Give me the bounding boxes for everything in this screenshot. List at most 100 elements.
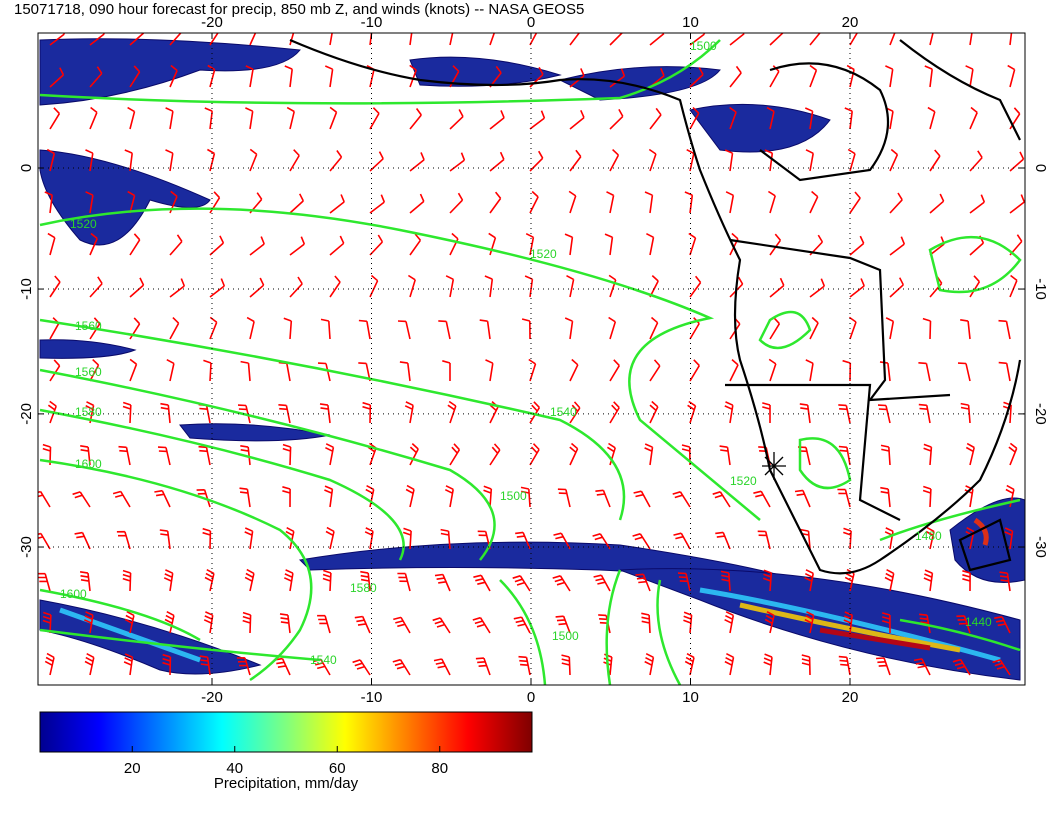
contour-label: 1500 xyxy=(500,489,527,503)
wind-barb xyxy=(46,148,56,172)
wind-barb xyxy=(805,359,814,382)
lat-label-left: -30 xyxy=(18,536,35,558)
wind-barb xyxy=(689,107,700,130)
wind-barb xyxy=(1007,64,1016,88)
wind-barb xyxy=(768,358,777,382)
wind-barb xyxy=(239,487,251,508)
wind-barb xyxy=(249,236,265,256)
contour-label: 1540 xyxy=(550,405,577,419)
graticule xyxy=(38,33,1025,685)
wind-barb xyxy=(165,107,174,130)
wind-barb xyxy=(513,616,531,634)
wind-barb xyxy=(889,33,896,46)
wind-barb xyxy=(838,655,851,676)
contour-label: 1580 xyxy=(350,581,377,595)
wind-barb xyxy=(249,148,258,172)
wind-barb xyxy=(649,359,661,382)
wind-barb xyxy=(683,611,693,634)
wind-barb xyxy=(595,489,611,508)
wind-barb xyxy=(843,611,853,634)
wind-barb xyxy=(529,67,544,88)
wind-barb xyxy=(529,150,544,172)
wind-barb xyxy=(118,445,131,466)
wind-barb xyxy=(923,569,934,592)
wind-barb xyxy=(922,485,932,508)
wind-barb xyxy=(38,532,51,550)
wind-barb xyxy=(159,529,171,550)
wind-barb xyxy=(632,533,651,550)
wind-barb xyxy=(569,68,585,88)
wind-barb xyxy=(849,33,859,46)
wind-barb xyxy=(885,317,895,340)
wind-barb xyxy=(489,110,505,130)
wind-barb xyxy=(1008,442,1018,466)
wind-barb xyxy=(289,33,295,46)
wind-barb xyxy=(609,359,620,382)
wind-barb xyxy=(609,109,624,130)
wind-barb xyxy=(83,611,94,634)
wind-barb xyxy=(724,401,734,424)
wind-barb xyxy=(409,193,425,214)
wind-barb xyxy=(569,109,585,130)
wind-barb xyxy=(74,531,91,550)
wind-barb xyxy=(689,275,702,298)
wind-barb xyxy=(38,572,51,592)
wind-barb xyxy=(962,570,971,592)
lon-label-bottom: -10 xyxy=(361,689,383,706)
wind-barb xyxy=(999,571,1011,592)
wind-barb xyxy=(129,277,145,298)
wind-barb xyxy=(960,319,971,340)
contour-label: 1600 xyxy=(75,457,102,471)
wind-barb xyxy=(165,149,174,172)
wind-barb xyxy=(160,402,171,424)
wind-barb xyxy=(124,610,135,634)
wind-barb xyxy=(369,107,380,130)
wind-barb xyxy=(957,362,971,382)
wind-barb xyxy=(473,574,491,592)
wind-barb xyxy=(720,570,731,592)
wind-barb xyxy=(169,278,186,298)
lon-label-top: -10 xyxy=(361,14,383,31)
wind-barb xyxy=(969,33,973,46)
lon-label-bottom: -20 xyxy=(201,689,223,706)
wind-barb xyxy=(249,277,265,298)
wind-barb xyxy=(203,611,214,634)
wind-barb xyxy=(687,400,697,424)
wind-barb xyxy=(644,652,655,676)
wind-barb xyxy=(204,107,213,130)
wind-barb xyxy=(804,107,814,130)
wind-barb xyxy=(489,151,505,172)
wind-barb xyxy=(918,362,931,382)
wind-barb xyxy=(684,652,695,676)
wind-barb xyxy=(724,652,735,676)
wind-barb xyxy=(960,402,971,424)
wind-barb xyxy=(1009,194,1025,214)
wind-barb xyxy=(447,400,457,424)
wind-barb xyxy=(49,33,66,46)
wind-barb xyxy=(449,443,461,466)
wind-barb xyxy=(393,616,411,634)
wind-barb xyxy=(998,361,1011,382)
wind-barb xyxy=(889,192,903,214)
wind-barb xyxy=(47,232,56,256)
wind-barb xyxy=(129,358,138,382)
wind-barb xyxy=(479,319,491,340)
wind-barb xyxy=(484,275,494,298)
wind-barb xyxy=(49,67,65,88)
wind-barb xyxy=(844,107,853,130)
wind-barb xyxy=(85,149,94,172)
wind-barb xyxy=(677,572,691,592)
wind-barb xyxy=(129,65,141,88)
wind-barb xyxy=(322,569,332,592)
wind-barb xyxy=(557,488,571,508)
wind-barb xyxy=(354,615,371,634)
wind-barb xyxy=(764,149,774,172)
wind-barb xyxy=(116,530,131,550)
wind-barb xyxy=(969,150,983,172)
wind-barb xyxy=(809,190,819,214)
wind-barb xyxy=(724,149,734,172)
wind-barb xyxy=(166,358,175,382)
wind-barb xyxy=(766,106,775,130)
wind-barb xyxy=(927,106,936,130)
